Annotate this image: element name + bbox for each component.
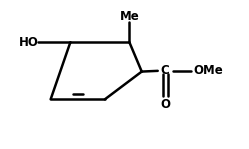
- Text: HO: HO: [18, 36, 38, 49]
- Text: OMe: OMe: [193, 64, 223, 77]
- Text: Me: Me: [120, 10, 139, 22]
- Text: C: C: [161, 64, 170, 77]
- Text: O: O: [160, 98, 170, 111]
